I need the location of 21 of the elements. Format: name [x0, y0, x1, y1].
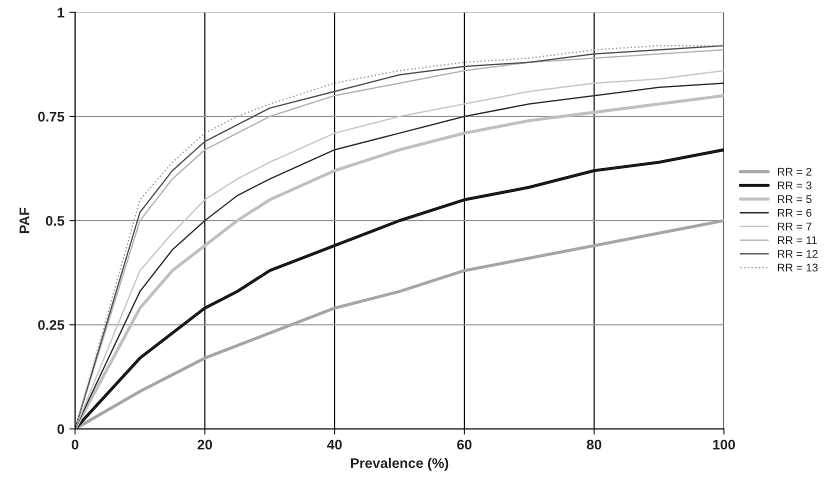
legend-label: RR = 7	[778, 222, 812, 230]
legend-label: RR = 11	[778, 236, 817, 244]
x-tick-label: 80	[586, 440, 602, 450]
y-tick-label: 1	[58, 8, 64, 18]
x-tick-label: 100	[713, 440, 735, 450]
x-tick-label: 40	[327, 440, 342, 450]
y-tick-label: 0.5	[46, 216, 64, 226]
legend-label: RR = 13	[778, 264, 818, 272]
x-tick-label: 0	[72, 440, 78, 450]
legend-label: RR = 5	[778, 195, 812, 204]
x-tick-label: 60	[457, 440, 472, 450]
x-axis-title: Prevalence (%)	[351, 458, 448, 471]
y-tick-label: 0.25	[38, 320, 64, 330]
y-tick-label: 0	[57, 424, 64, 434]
legend-label: RR = 6	[778, 208, 812, 217]
legend-label: RR = 12	[778, 250, 818, 258]
x-tick-label: 20	[198, 440, 212, 450]
y-tick-label: 0.75	[38, 112, 64, 122]
y-axis-title: PAF	[20, 208, 30, 234]
legend-label: RR = 3	[778, 182, 812, 190]
legend-label: RR = 2	[778, 168, 812, 176]
